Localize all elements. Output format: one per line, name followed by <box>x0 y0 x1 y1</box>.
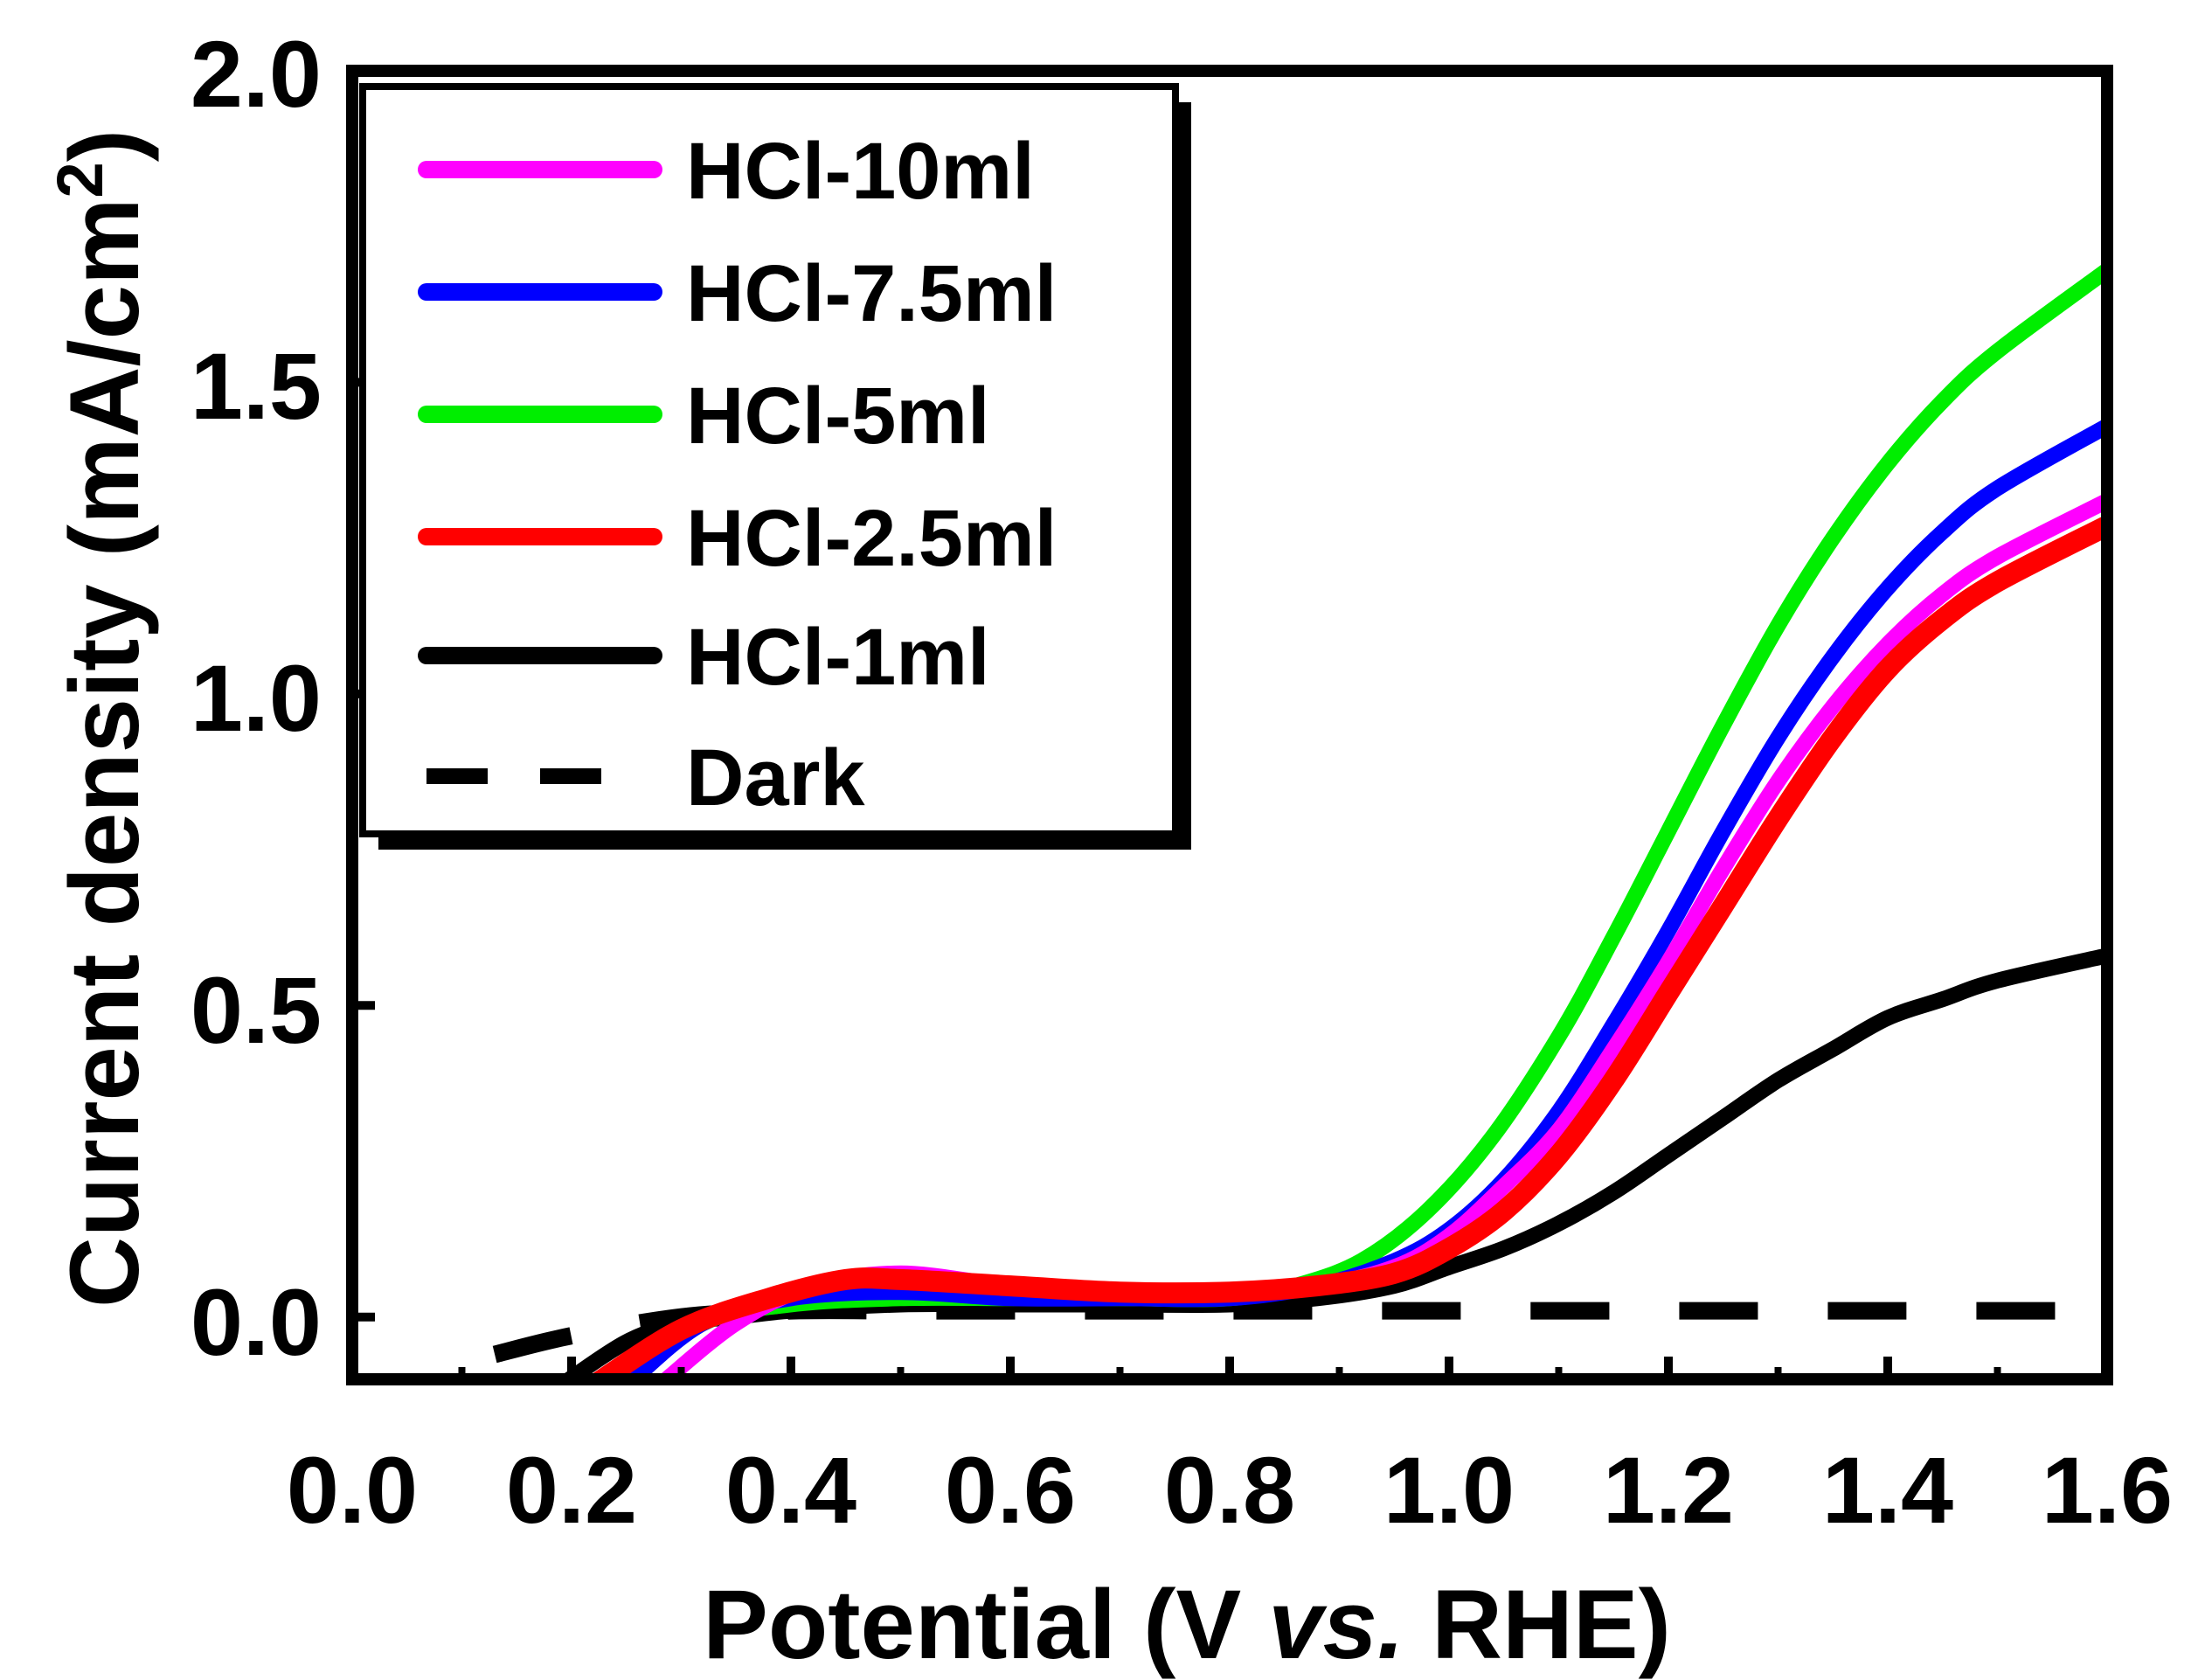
legend-label: HCl-5ml <box>686 371 990 461</box>
x-tick-label: 0.0 <box>287 1437 418 1543</box>
series-line-hcl-1ml <box>554 948 2108 1381</box>
plot-frame <box>346 65 2113 1385</box>
y-tick-label: 2.0 <box>191 21 322 127</box>
legend-label: HCl-2.5ml <box>686 494 1057 583</box>
y-tick-label: 1.5 <box>191 333 322 439</box>
y-tick-label: 1.0 <box>191 645 322 751</box>
legend-label: HCl-7.5ml <box>686 249 1057 338</box>
x-tick-label: 0.4 <box>725 1437 856 1543</box>
x-tick-label: 1.2 <box>1603 1437 1734 1543</box>
y-axis-title: Current density (mA/cm2) <box>44 129 160 1308</box>
x-tick-label: 1.4 <box>1822 1437 1953 1543</box>
x-tick-label: 0.8 <box>1164 1437 1295 1543</box>
x-tick-label: 0.6 <box>945 1437 1076 1543</box>
series-layer <box>492 262 2108 1381</box>
x-tick-label: 0.2 <box>506 1437 637 1543</box>
y-tick-label: 0.5 <box>191 957 322 1063</box>
legend-label: Dark <box>686 733 865 823</box>
legend-label: HCl-1ml <box>686 613 990 702</box>
y-tick-labels: 0.0 0.5 1.0 1.5 2.0 <box>191 21 322 1375</box>
legend-label: HCl-10ml <box>686 127 1035 216</box>
legend-box <box>359 83 1179 837</box>
x-tick-label: 1.0 <box>1383 1437 1515 1543</box>
x-tick-labels: 0.0 0.2 0.4 0.6 0.8 1.0 1.2 1.4 1.6 <box>287 1437 2173 1543</box>
legend: HCl-10ml HCl-7.5ml HCl-5ml HCl-2.5ml HCl… <box>359 83 1191 850</box>
y-tick-label: 0.0 <box>191 1269 322 1375</box>
series-line-hcl-2-5ml <box>584 515 2108 1381</box>
x-axis-title: Potential (V vs. RHE) <box>703 1570 1671 1679</box>
x-tick-label: 1.6 <box>2042 1437 2173 1543</box>
